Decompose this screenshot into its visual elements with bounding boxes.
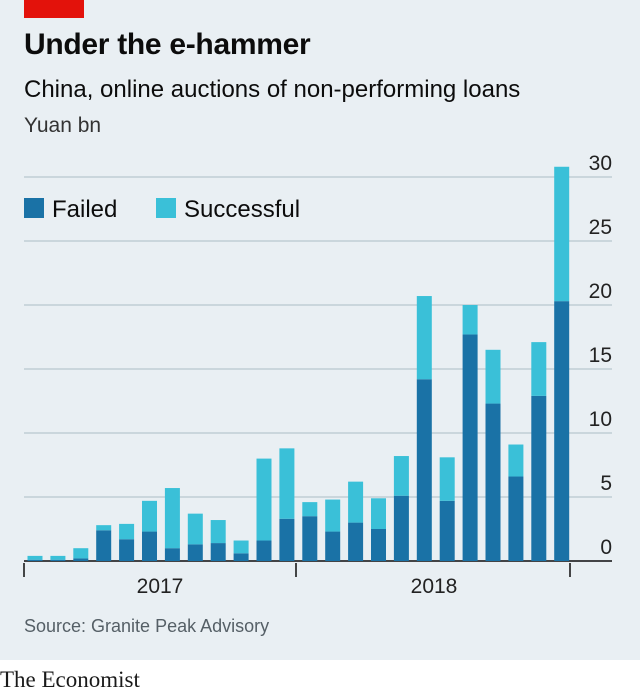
bar-failed	[325, 531, 341, 561]
bar-failed	[233, 553, 249, 561]
chart-subtitle: China, online auctions of non-performing…	[24, 76, 521, 103]
bar-failed	[439, 500, 455, 561]
publisher-logo: The Economist	[0, 667, 140, 692]
bar-successful	[416, 296, 432, 380]
bar-successful	[119, 523, 135, 540]
y-tick-label: 5	[600, 472, 612, 495]
bar-successful	[302, 502, 318, 517]
x-year-label: 2017	[137, 575, 184, 598]
bar-successful	[50, 555, 66, 560]
bar-successful	[371, 498, 386, 529]
legend-label-successful: Successful	[184, 196, 300, 223]
y-tick-label: 0	[600, 536, 612, 559]
bar-failed	[485, 403, 501, 561]
bar-failed	[348, 522, 364, 561]
bar-successful	[325, 499, 341, 532]
x-year-label: 2018	[411, 575, 458, 598]
bar-successful	[485, 349, 501, 404]
bar-successful	[531, 342, 547, 396]
chart-title: Under the e-hammer	[24, 28, 311, 61]
bar-failed	[302, 516, 318, 561]
bar-successful	[439, 457, 455, 501]
bar-successful	[27, 555, 43, 560]
source-note: Source: Granite Peak Advisory	[24, 616, 270, 636]
bar-successful	[233, 540, 249, 554]
brand-red-tag	[24, 0, 84, 18]
bar-failed	[50, 559, 66, 561]
bar-successful	[73, 548, 89, 559]
bar-successful	[348, 481, 364, 523]
bar-failed	[416, 379, 432, 561]
bar-failed	[462, 334, 478, 561]
legend-label-failed: Failed	[52, 196, 117, 223]
bar-failed	[393, 495, 409, 561]
bar-successful	[554, 166, 570, 302]
bar-failed	[531, 395, 547, 561]
gridlines	[24, 176, 612, 562]
bar-failed	[119, 539, 135, 561]
bar-successful	[462, 305, 478, 335]
legend-swatch-successful	[156, 198, 176, 218]
bar-failed	[164, 548, 180, 561]
y-unit-label: Yuan bn	[24, 114, 102, 137]
legend-swatch-failed	[24, 198, 44, 218]
bar-failed	[96, 530, 112, 561]
y-tick-label: 20	[589, 280, 612, 303]
stacked-bar-chart: 0 5 10 15 20 25 30 2017 2018 Failed Successful	[23, 152, 612, 598]
bar-failed	[508, 476, 524, 561]
y-tick-label: 10	[589, 408, 612, 431]
bar-successful	[279, 448, 295, 519]
axis: 0 5 10 15 20 25 30 2017 2018	[23, 152, 612, 598]
bar-failed	[279, 518, 295, 561]
bar-successful	[210, 520, 226, 544]
bar-successful	[256, 458, 272, 541]
bar-failed	[27, 559, 43, 561]
bar-successful	[187, 513, 203, 545]
bar-successful	[508, 444, 524, 477]
bar-series	[27, 166, 570, 561]
bar-failed	[256, 540, 272, 561]
bar-successful	[142, 500, 157, 532]
bar-successful	[96, 525, 112, 531]
bar-failed	[371, 529, 386, 561]
bar-failed	[554, 301, 570, 561]
y-tick-label: 15	[589, 344, 612, 367]
bar-failed	[73, 558, 89, 561]
bar-failed	[187, 544, 203, 561]
bar-successful	[393, 456, 409, 496]
legend: Failed Successful	[24, 196, 300, 223]
y-tick-label: 30	[589, 152, 612, 175]
y-tick-label: 25	[589, 216, 612, 239]
bar-failed	[210, 543, 226, 561]
bar-failed	[142, 531, 157, 561]
bar-successful	[164, 488, 180, 549]
